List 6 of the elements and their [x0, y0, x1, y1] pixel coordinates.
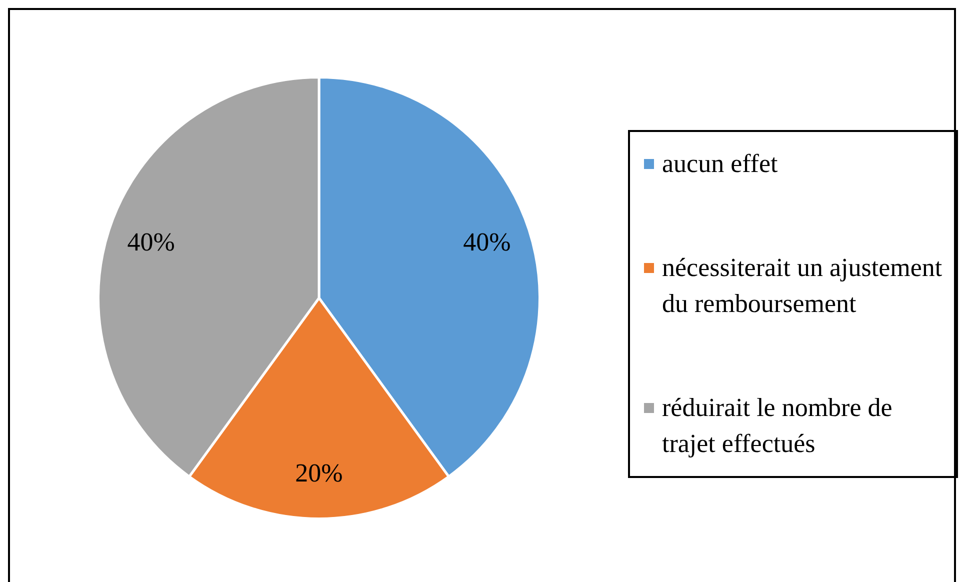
data-label: 40%: [463, 227, 511, 256]
legend-label: réduirait le nombre de trajet effectués: [662, 392, 894, 460]
data-label: 40%: [127, 227, 175, 256]
legend-label: aucun effet: [662, 148, 778, 180]
data-label: 20%: [295, 458, 343, 488]
legend-label: nécessiterait un ajustement du remboursement: [662, 252, 944, 320]
